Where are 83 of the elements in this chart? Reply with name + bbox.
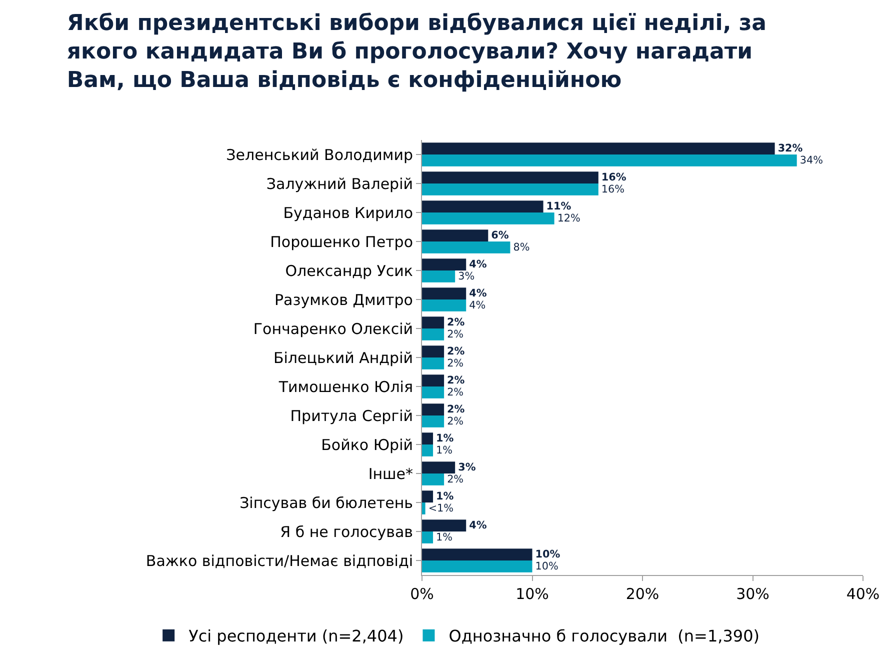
data-label: 4% [469, 258, 488, 271]
y-tick-label: Гончаренко Олексій [253, 320, 413, 338]
y-tick-label: Я б не голосував [280, 522, 413, 541]
y-tick-label: Зіпсував би бюлетень [240, 494, 413, 512]
bar [422, 432, 434, 444]
data-label: 16% [601, 183, 625, 196]
data-label: 11% [546, 200, 572, 213]
bar [422, 444, 434, 456]
y-tick-label: Бойко Юрій [321, 436, 413, 454]
data-label: 2% [447, 386, 464, 398]
bar [422, 548, 532, 560]
data-label: 4% [469, 299, 486, 312]
data-label: 2% [447, 328, 464, 340]
bar [422, 386, 444, 398]
bar [422, 142, 775, 154]
data-label: 8% [513, 241, 530, 254]
bar [422, 172, 598, 184]
y-tick-label: Залужний Валерій [266, 174, 413, 193]
y-tick-label: Порошенко Петро [270, 232, 413, 251]
data-label: 3% [458, 270, 475, 282]
data-label: 2% [447, 346, 466, 358]
y-tick-label: Олександр Усик [285, 262, 413, 280]
data-label: <1% [428, 502, 454, 514]
bar [422, 404, 444, 416]
data-label: 4% [469, 288, 488, 300]
bar [422, 416, 444, 428]
bar [422, 502, 426, 514]
data-label: 10% [535, 548, 561, 561]
y-tick-label: Тимошенко Юлія [278, 378, 413, 396]
data-label: 1% [436, 432, 454, 445]
x-tick-label: 10% [516, 585, 549, 603]
y-tick-label: Притула Сергій [290, 406, 413, 425]
bar [422, 184, 598, 196]
y-tick-label: Зеленський Володимир [226, 146, 413, 164]
bar [422, 242, 510, 254]
data-label: 2% [447, 357, 464, 370]
data-label: 1% [436, 444, 453, 456]
bar [422, 200, 544, 212]
bar [422, 316, 444, 328]
x-tick-label: 20% [626, 585, 660, 603]
y-tick-label: Інше* [368, 464, 414, 483]
data-label: 2% [447, 316, 466, 329]
bar [422, 520, 466, 532]
legend-label: Однозначно б голосували (n=1,390) [448, 626, 760, 646]
data-label: 3% [458, 462, 476, 474]
data-label: 1% [436, 490, 454, 503]
bar [422, 532, 434, 544]
data-label: 2% [447, 415, 464, 428]
bar [422, 474, 444, 486]
bar [422, 230, 488, 242]
x-tick-label: 30% [736, 585, 770, 603]
bar [422, 560, 532, 572]
data-label: 1% [436, 531, 453, 544]
bar [422, 328, 444, 340]
bar [422, 270, 456, 282]
legend-label: Усі респоденти (n=2,404) [188, 626, 404, 646]
bar [422, 288, 466, 300]
bar [422, 358, 444, 370]
data-label: 12% [557, 212, 581, 224]
bar [422, 154, 797, 166]
data-label: 6% [491, 230, 510, 242]
y-tick-label: Буданов Кирило [283, 204, 413, 222]
x-tick-label: 0% [410, 585, 434, 603]
bar [422, 490, 434, 502]
data-label: 2% [447, 404, 466, 416]
bar [422, 346, 444, 358]
data-label: 16% [601, 172, 627, 184]
y-tick-label: Разумков Дмитро [274, 290, 413, 309]
data-label: 2% [447, 374, 466, 387]
bar [422, 258, 466, 270]
y-tick-label: Важко відповісти/Немає відповіді [146, 552, 413, 570]
y-tick-label: Білецький Андрій [273, 348, 413, 367]
bar [422, 462, 456, 474]
data-label: 10% [535, 560, 558, 572]
bar [422, 300, 466, 312]
data-label: 34% [800, 154, 824, 166]
data-label: 4% [469, 520, 488, 532]
chart-title: Якби президентські вибори відбувалися цієї неділі, за якого кандидата Ви б проголосували? Хочу нагадати Вам, що Ваша відповідь є конфіденційною [66, 10, 767, 94]
bar [422, 212, 554, 224]
x-tick-label: 40% [846, 585, 880, 603]
data-label: 32% [778, 142, 804, 155]
bar [422, 374, 444, 386]
data-label: 2% [447, 473, 464, 486]
